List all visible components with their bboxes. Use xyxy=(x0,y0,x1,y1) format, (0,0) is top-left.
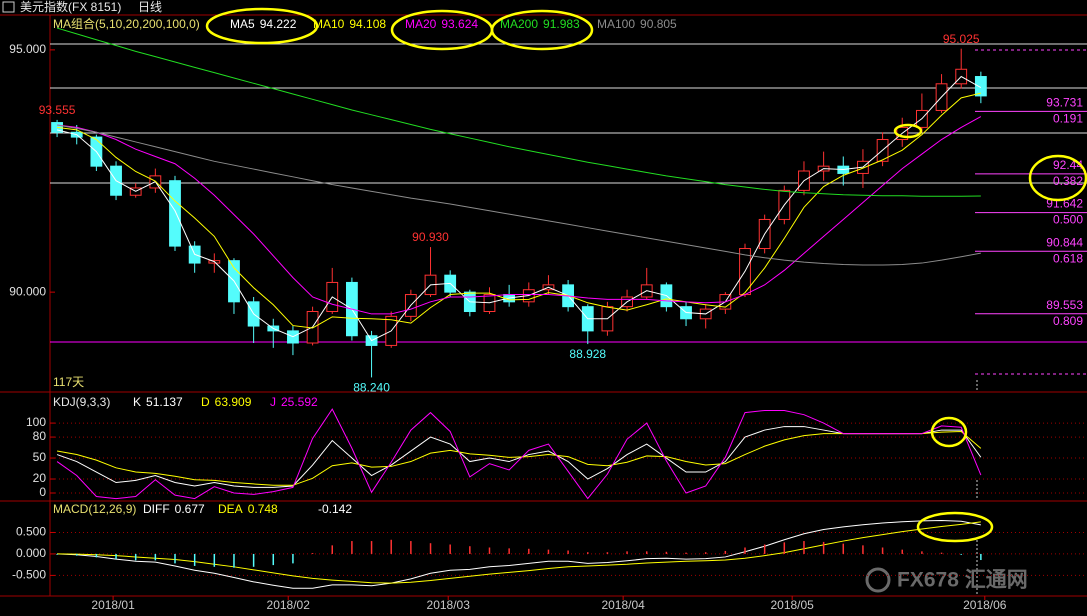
x-tick-label: 2018/01 xyxy=(91,598,135,612)
candle-body xyxy=(169,180,181,247)
legend-value: 94.222 xyxy=(260,17,297,31)
x-tick-label: 2018/02 xyxy=(267,598,311,612)
indicator-line xyxy=(56,430,982,486)
legend-name: MA200 xyxy=(500,17,538,31)
fib-price: 89.553 xyxy=(1046,298,1083,312)
x-tick-label: 2018/04 xyxy=(601,598,645,612)
legend-value: 91.983 xyxy=(543,17,580,31)
fib-ratio: 0.809 xyxy=(1053,314,1083,328)
legend-name: DEA xyxy=(218,502,243,516)
legend-entry: K 51.137 xyxy=(133,395,183,409)
legend-name: MA5 xyxy=(230,17,255,31)
y-tick-label: 0 xyxy=(39,485,46,499)
y-tick-label: 0.500 xyxy=(16,525,46,539)
legend-entry: DIFF 0.677 xyxy=(143,502,205,516)
fib-ratio: 0.500 xyxy=(1053,213,1083,227)
fib-ratio: 0.191 xyxy=(1053,112,1083,126)
ma-legend-title: MA组合(5,10,20,200,100,0) xyxy=(53,16,200,31)
legend-value: 93.624 xyxy=(441,17,478,31)
day-count: 117天 xyxy=(53,375,84,389)
legend-value: 51.137 xyxy=(146,395,183,409)
fib-ratio: 0.382 xyxy=(1053,174,1083,188)
ma-line xyxy=(57,92,981,329)
legend-entry: MA100 90.805 xyxy=(597,17,677,31)
highlight-ring xyxy=(930,416,968,448)
legend-entry: -0.142 xyxy=(318,502,352,516)
ma-line xyxy=(57,116,982,315)
legend-name: D xyxy=(201,395,210,409)
legend-value: -0.142 xyxy=(318,502,352,516)
legend-value: 0.677 xyxy=(175,502,205,516)
legend-entry: MA5 94.222 xyxy=(230,17,297,31)
legend-name: K xyxy=(133,395,141,409)
x-tick-label: 2018/06 xyxy=(963,598,1007,612)
annotation-rings xyxy=(205,7,1087,543)
chart-title: 美元指数(FX 8151) xyxy=(20,0,121,14)
chart-subtitle: 日线 xyxy=(138,0,162,14)
legend-value: 63.909 xyxy=(215,395,252,409)
y-tick-label: 20 xyxy=(33,471,47,485)
y-tick-label: 0.000 xyxy=(16,546,46,560)
x-tick-label: 2018/03 xyxy=(427,598,471,612)
legend-value: 90.805 xyxy=(640,17,677,31)
extreme-label: 90.930 xyxy=(412,230,449,244)
fib-ratio: 0.618 xyxy=(1053,251,1083,265)
legend-name: MA10 xyxy=(313,17,345,31)
legend-entry: MA20 93.624 xyxy=(405,17,478,31)
watermark-logo xyxy=(865,567,891,593)
extreme-label: 88.928 xyxy=(569,347,606,361)
x-tick-label: 2018/05 xyxy=(770,598,814,612)
extreme-label: 93.555 xyxy=(39,103,76,117)
y-tick-label: 50 xyxy=(33,450,47,464)
legend-entry: MA10 94.108 xyxy=(313,17,386,31)
watermark: FX678 汇通网 xyxy=(897,569,1028,592)
legend-entry: J 25.592 xyxy=(270,395,318,409)
candle-body xyxy=(51,122,63,133)
y-tick-label: 95.000 xyxy=(9,42,46,56)
legend-name: DIFF xyxy=(143,502,170,516)
legend-entry: D 63.909 xyxy=(201,395,252,409)
ma-line xyxy=(56,124,981,266)
y-tick-label: 80 xyxy=(33,429,47,443)
y-tick-label: -0.500 xyxy=(12,568,46,582)
fib-price: 90.844 xyxy=(1046,235,1083,249)
menu-icon[interactable] xyxy=(2,1,15,13)
legend-name: MA20 xyxy=(405,17,437,31)
indicator-line xyxy=(57,519,981,589)
highlight-ring xyxy=(893,123,923,139)
kdj-title: KDJ(9,3,3) xyxy=(53,395,110,409)
ma-line xyxy=(56,27,981,197)
legend-entry: DEA 0.748 xyxy=(218,502,278,516)
y-tick-label: 90.000 xyxy=(9,284,46,298)
extreme-label: 88.240 xyxy=(353,381,390,395)
plot: 2018/01 2018/02 2018/03 2018/04 2018/05 2018/… xyxy=(9,17,1087,612)
highlight-ring xyxy=(916,511,994,543)
fib-price: 93.731 xyxy=(1046,96,1083,110)
highlight-ring xyxy=(1028,154,1087,202)
legend-name: MA100 xyxy=(597,17,635,31)
indicator-line xyxy=(56,408,982,500)
y-tick-label: 100 xyxy=(26,415,46,429)
legend-value: 25.592 xyxy=(281,395,318,409)
indicator-line xyxy=(56,426,982,488)
legend-name: J xyxy=(270,395,276,409)
highlight-ring xyxy=(205,7,319,45)
macd-title: MACD(12,26,9) xyxy=(53,502,136,516)
legend-value: 0.748 xyxy=(248,502,278,516)
fib-price: 92.44 xyxy=(1053,158,1083,172)
highlight-ring xyxy=(490,9,594,51)
legend-entry: MA200 91.983 xyxy=(500,17,580,31)
extreme-label: 95.025 xyxy=(943,32,980,46)
candle-body xyxy=(974,76,987,97)
indicator-line xyxy=(57,521,981,584)
ma-line xyxy=(56,75,982,342)
legend-value: 94.108 xyxy=(349,17,386,31)
